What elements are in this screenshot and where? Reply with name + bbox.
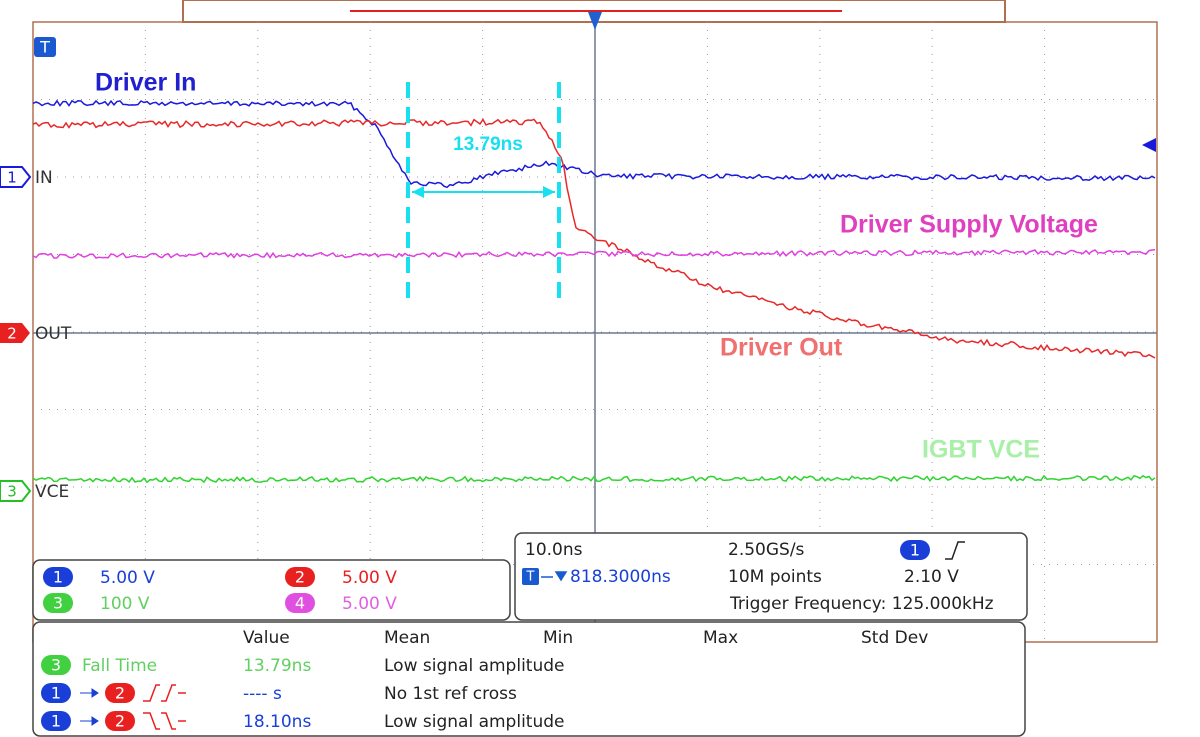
badge-text: 2 bbox=[115, 684, 125, 703]
timebase-panel bbox=[514, 532, 1028, 621]
measurement-name: Fall Time bbox=[82, 656, 157, 676]
ch2-marker bbox=[0, 323, 30, 343]
badge bbox=[43, 567, 73, 587]
badge bbox=[105, 683, 135, 703]
measurement-mean: Low signal amplitude bbox=[384, 712, 564, 732]
delay-icon bbox=[522, 568, 539, 585]
trigger-badge-text: T bbox=[39, 38, 50, 57]
measurement-value: ---- s bbox=[243, 684, 282, 704]
badge bbox=[41, 655, 71, 675]
ch1-marker-text: 1 bbox=[7, 169, 17, 187]
label-igbt-vce: IGBT VCE bbox=[922, 436, 1040, 464]
label-driver-in: Driver In bbox=[95, 69, 196, 97]
badge bbox=[105, 711, 135, 731]
ch2-label: OUT bbox=[35, 324, 72, 344]
record-length: 10M points bbox=[728, 567, 822, 587]
badge-text: 3 bbox=[53, 594, 63, 613]
trigger-position bbox=[588, 12, 602, 30]
trace bbox=[32, 118, 1156, 359]
channel-scale: 5.00 V bbox=[342, 594, 397, 614]
trigger-frequency: Trigger Frequency: 125.000kHz bbox=[729, 594, 994, 614]
badge-text: 3 bbox=[51, 656, 61, 675]
measurement-panel bbox=[32, 621, 1026, 737]
badge-text: 2 bbox=[115, 712, 125, 731]
channel-scale: 100 V bbox=[100, 594, 150, 614]
trigger-level-marker bbox=[1142, 138, 1156, 152]
delay-arrow bbox=[541, 571, 568, 582]
badge bbox=[43, 593, 73, 613]
trace bbox=[32, 249, 1156, 259]
measurement-value: 13.79ns bbox=[243, 656, 311, 676]
delay-icon-text: T bbox=[526, 570, 535, 585]
badge bbox=[41, 711, 71, 731]
trigger-slope bbox=[945, 541, 965, 560]
traces bbox=[32, 99, 1156, 484]
badge bbox=[41, 683, 71, 703]
badge bbox=[285, 567, 315, 587]
channel-scale: 5.00 V bbox=[100, 568, 155, 588]
label-driver-out: Driver Out bbox=[720, 334, 843, 362]
column-header: Max bbox=[703, 628, 738, 648]
channel-scale: 5.00 V bbox=[342, 568, 397, 588]
trace bbox=[32, 99, 1156, 189]
column-header: Std Dev bbox=[861, 628, 928, 648]
edge-icon bbox=[143, 684, 186, 702]
badge-text: 1 bbox=[910, 541, 920, 560]
cursor-label: 13.79ns bbox=[453, 134, 523, 155]
measurement-mean: No 1st ref cross bbox=[384, 684, 517, 704]
badge-text: 1 bbox=[51, 712, 61, 731]
ch3-marker-text: 3 bbox=[7, 483, 17, 501]
column-header: Min bbox=[543, 628, 573, 648]
badge-text: 1 bbox=[51, 684, 61, 703]
arrow bbox=[80, 688, 99, 698]
column-header: Mean bbox=[384, 628, 430, 648]
measurement-mean: Low signal amplitude bbox=[384, 656, 564, 676]
column-header: Value bbox=[243, 628, 290, 648]
arrow bbox=[80, 716, 99, 726]
badge bbox=[285, 593, 315, 613]
badge-text: 1 bbox=[53, 568, 63, 587]
badge-text: 4 bbox=[295, 594, 305, 613]
channel-panel bbox=[32, 559, 511, 621]
sample-rate: 2.50GS/s bbox=[728, 540, 805, 560]
trace bbox=[32, 474, 1156, 484]
ch3-label: VCE bbox=[35, 482, 69, 502]
trigger-badge bbox=[34, 37, 56, 57]
ch3-marker bbox=[0, 480, 32, 502]
badge bbox=[900, 540, 930, 560]
edge-icon bbox=[143, 712, 186, 730]
badge-text: 2 bbox=[295, 568, 305, 587]
ch2-marker-text: 2 bbox=[7, 325, 17, 343]
delay: 818.3000ns bbox=[570, 567, 671, 587]
ch1-marker bbox=[0, 166, 32, 188]
horizontal-scale: 10.0ns bbox=[525, 540, 583, 560]
ch1-label: IN bbox=[35, 168, 53, 188]
trigger-level: 2.10 V bbox=[904, 567, 959, 587]
measurement-value: 18.10ns bbox=[243, 712, 311, 732]
label-driver-supply: Driver Supply Voltage bbox=[840, 211, 1098, 239]
